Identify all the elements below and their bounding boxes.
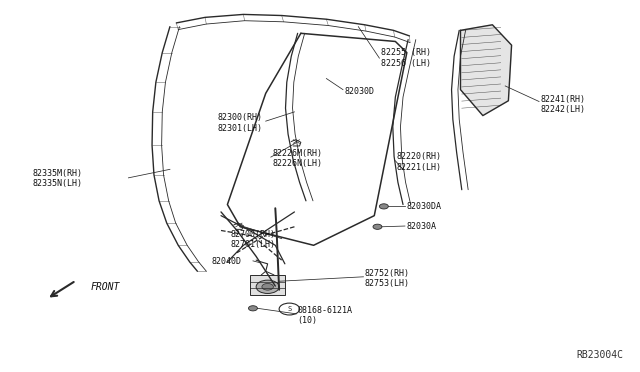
Text: 82226M(RH)
82226N(LH): 82226M(RH) 82226N(LH)	[272, 148, 322, 168]
Bar	[250, 275, 285, 295]
Text: 82700(RH)
82701(LH): 82700(RH) 82701(LH)	[230, 230, 276, 250]
Text: 82220(RH)
82221(LH): 82220(RH) 82221(LH)	[397, 152, 442, 171]
Text: RB23004C: RB23004C	[577, 350, 623, 360]
Text: 82040D: 82040D	[211, 257, 241, 266]
Text: 82752(RH)
82753(LH): 82752(RH) 82753(LH)	[365, 269, 410, 288]
Circle shape	[256, 280, 279, 294]
Text: 82030D: 82030D	[344, 87, 374, 96]
Circle shape	[373, 224, 382, 230]
Text: 82030A: 82030A	[406, 222, 436, 231]
Circle shape	[262, 283, 273, 290]
Polygon shape	[461, 25, 511, 116]
Text: 82335M(RH)
82335N(LH): 82335M(RH) 82335N(LH)	[33, 169, 83, 188]
Text: S: S	[287, 306, 291, 312]
Text: 82030DA: 82030DA	[406, 202, 441, 211]
Text: 82241(RH)
82242(LH): 82241(RH) 82242(LH)	[540, 95, 586, 114]
Circle shape	[380, 204, 388, 209]
Circle shape	[248, 306, 257, 311]
Text: 08168-6121A
(10): 08168-6121A (10)	[298, 306, 353, 326]
Text: FRONT: FRONT	[90, 282, 120, 292]
Text: 82300(RH)
82301(LH): 82300(RH) 82301(LH)	[218, 113, 263, 133]
Text: 82255 (RH)
82256 (LH): 82255 (RH) 82256 (LH)	[381, 48, 431, 68]
